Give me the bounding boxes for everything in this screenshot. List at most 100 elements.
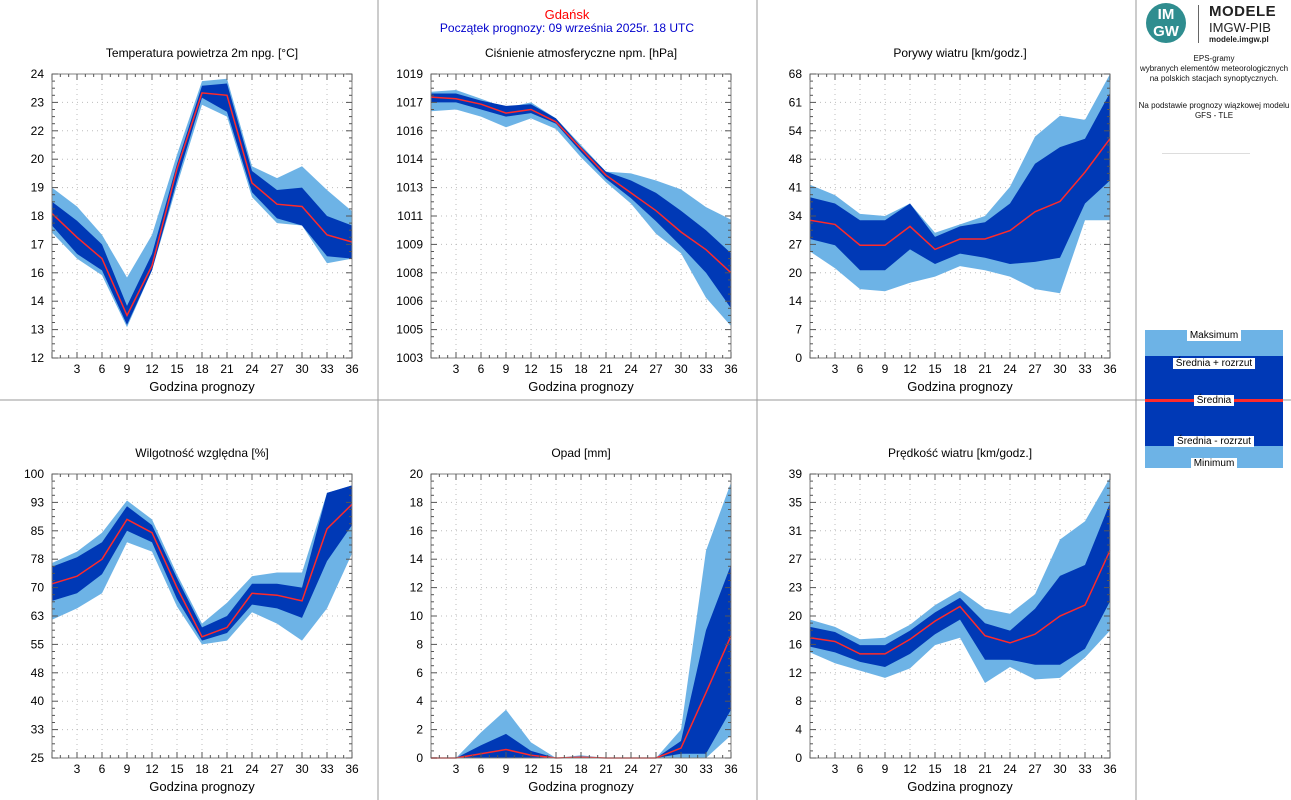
x-tick-label: 33 [1078,762,1092,776]
x-axis-label: Godzina prognozy [149,379,255,394]
x-tick-label: 6 [857,762,864,776]
y-tick-label: 1016 [396,124,423,138]
y-tick-label: 12 [789,666,803,680]
y-tick-label: 31 [789,524,803,538]
y-tick-label: 4 [795,723,802,737]
logo-text-top: IM [1157,6,1175,23]
x-tick-label: 21 [220,762,234,776]
y-tick-label: 16 [31,266,45,280]
x-tick-label: 36 [1103,362,1117,376]
x-tick-label: 33 [1078,362,1092,376]
legend-label-mean: Średnia [1145,395,1283,406]
y-tick-label: 6 [416,666,423,680]
x-axis-label: Godzina prognozy [907,779,1013,794]
y-tick-label: 55 [31,637,45,651]
x-tick-label: 36 [1103,762,1117,776]
x-tick-label: 30 [295,762,309,776]
x-tick-label: 30 [1053,362,1067,376]
x-tick-label: 9 [503,762,510,776]
x-tick-label: 18 [953,762,967,776]
description-line: na polskich stacjach synoptycznych. [1149,74,1279,83]
mean-line [51,92,353,318]
x-axis-label: Godzina prognozy [907,379,1013,394]
y-tick-label: 24 [31,67,45,81]
y-tick-label: 12 [410,581,424,595]
y-tick-label: 0 [795,351,802,365]
y-tick-label: 93 [31,495,45,509]
x-tick-label: 15 [549,362,563,376]
y-tick-label: 25 [31,751,45,765]
y-tick-label: 48 [789,152,803,166]
y-tick-label: 18 [410,495,424,509]
x-tick-label: 3 [832,362,839,376]
description-line: EPS-gramy [1193,54,1235,63]
y-tick-label: 34 [789,209,803,223]
x-tick-label: 9 [124,362,131,376]
y-tick-label: 48 [31,666,45,680]
y-tick-label: 13 [31,323,45,337]
x-tick-label: 12 [524,762,538,776]
x-axis-label: Godzina prognozy [149,779,255,794]
x-tick-label: 24 [1003,762,1017,776]
y-tick-label: 100 [24,467,44,481]
x-tick-label: 36 [724,362,738,376]
x-tick-label: 9 [503,362,510,376]
charts-group: 3 6 9 12 15 18 21 24 27 30 33 361213141617181920222… [24,46,1117,794]
x-tick-label: 36 [345,762,359,776]
y-tick-label: 14 [789,294,803,308]
y-tick-label: 35 [789,495,803,509]
x-tick-label: 33 [699,362,713,376]
x-tick-label: 12 [903,362,917,376]
y-tick-label: 85 [31,524,45,538]
band-min-max [431,482,731,758]
y-tick-label: 8 [416,637,423,651]
station-title: Gdańsk [545,7,590,22]
y-tick-label: 7 [795,323,802,337]
legend: Maksimum Średnia + rozrzut Średnia Średn… [1145,330,1283,469]
y-tick-label: 1009 [396,237,423,251]
brand-url: modele.imgw.pl [1209,35,1269,44]
x-tick-label: 24 [245,362,259,376]
y-tick-label: 14 [410,552,424,566]
y-tick-label: 12 [31,351,45,365]
y-tick-label: 16 [789,637,803,651]
x-tick-label: 18 [953,362,967,376]
x-tick-label: 12 [524,362,538,376]
band-spread [810,92,1110,271]
chart-4: 3 6 9 12 15 18 21 24 27 30 33 362533404855637078859… [24,446,359,794]
x-tick-label: 21 [978,762,992,776]
y-tick-label: 68 [789,67,803,81]
y-tick-label: 33 [31,723,45,737]
x-tick-label: 3 [74,762,81,776]
x-tick-label: 6 [99,762,106,776]
x-tick-label: 36 [724,762,738,776]
y-tick-label: 20 [789,609,803,623]
forecast-start-title: Początek prognozy: 09 września 2025r. 18… [440,21,694,35]
band-spread [52,485,352,641]
imgw-logo-icon: IM GW [1146,3,1186,43]
y-tick-label: 14 [31,294,45,308]
y-tick-label: 4 [416,694,423,708]
x-tick-label: 6 [857,362,864,376]
chart-title: Porywy wiatru [km/godz.] [893,46,1026,60]
x-tick-label: 27 [1028,362,1042,376]
y-tick-label: 10 [410,609,424,623]
x-tick-label: 6 [478,762,485,776]
y-tick-label: 2 [416,723,423,737]
x-tick-label: 15 [549,762,563,776]
y-tick-label: 27 [789,552,803,566]
legend-label-mean-plus: Średnia + rozrzut [1145,358,1283,369]
x-tick-label: 9 [124,762,131,776]
chart-title: Prędkość wiatru [km/godz.] [888,446,1032,460]
x-tick-label: 36 [345,362,359,376]
x-tick-label: 33 [320,362,334,376]
mean-line [809,138,1111,251]
y-tick-label: 18 [31,209,45,223]
x-tick-label: 15 [170,362,184,376]
y-tick-label: 22 [31,124,45,138]
description-line: wybranych elementów meteorologicznych [1139,64,1289,73]
x-tick-label: 21 [978,362,992,376]
y-tick-label: 1003 [396,351,423,365]
x-tick-label: 30 [674,762,688,776]
y-tick-label: 0 [416,751,423,765]
